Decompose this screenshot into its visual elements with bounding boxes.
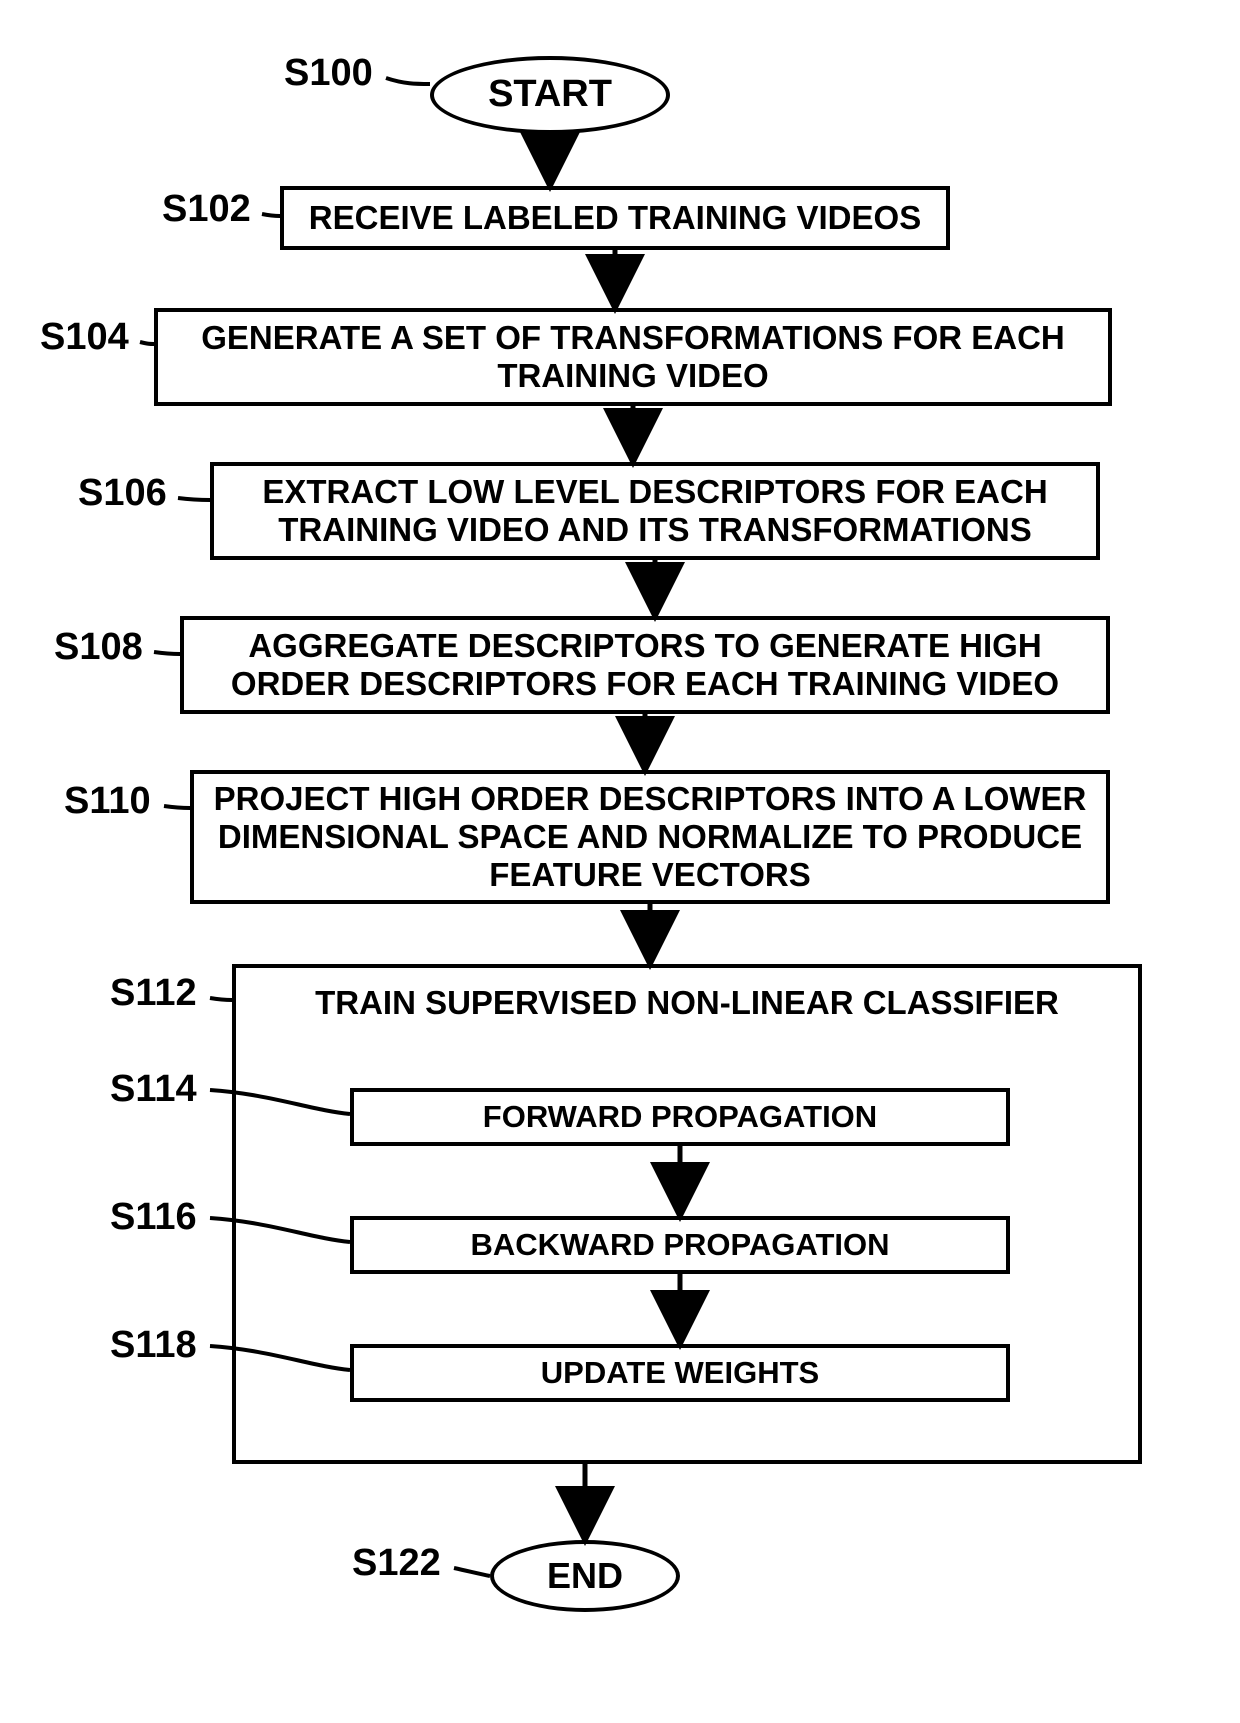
step-s118: UPDATE WEIGHTS	[350, 1344, 1010, 1402]
label-s110-text: S110	[64, 780, 151, 822]
label-s122: S122	[352, 1542, 441, 1585]
step-s104: GENERATE A SET OF TRANSFORMATIONS FOR EA…	[154, 308, 1112, 406]
leader-s112	[210, 998, 232, 1000]
leader-s108	[154, 652, 180, 654]
leader-s100	[386, 78, 430, 84]
leader-s110	[164, 806, 190, 808]
label-s114-text: S114	[110, 1068, 197, 1110]
label-s106-text: S106	[78, 472, 167, 514]
label-s106: S106	[78, 472, 167, 515]
label-s118-text: S118	[110, 1324, 197, 1366]
label-s104: S104	[40, 316, 129, 359]
start-text: START	[488, 73, 612, 117]
label-s116-text: S116	[110, 1196, 197, 1238]
step-s106-text: EXTRACT LOW LEVEL DESCRIPTORS FOR EACH T…	[226, 473, 1084, 549]
leader-s104	[140, 342, 154, 344]
label-s116: S116	[110, 1196, 197, 1239]
label-s114: S114	[110, 1068, 197, 1111]
label-s110: S110	[64, 780, 151, 823]
leader-s106	[178, 498, 210, 500]
label-s104-text: S104	[40, 316, 129, 358]
label-s102-text: S102	[162, 188, 251, 230]
label-s108: S108	[54, 626, 143, 669]
end-text: END	[547, 1555, 623, 1596]
leader-s122	[454, 1568, 490, 1576]
step-s108: AGGREGATE DESCRIPTORS TO GENERATE HIGH O…	[180, 616, 1110, 714]
step-s118-text: UPDATE WEIGHTS	[541, 1355, 819, 1391]
label-s102: S102	[162, 188, 251, 231]
label-s112: S112	[110, 972, 197, 1015]
step-s104-text: GENERATE A SET OF TRANSFORMATIONS FOR EA…	[170, 319, 1096, 395]
step-s110: PROJECT HIGH ORDER DESCRIPTORS INTO A LO…	[190, 770, 1110, 904]
end-node: END	[490, 1540, 680, 1612]
step-s116: BACKWARD PROPAGATION	[350, 1216, 1010, 1274]
step-s110-text: PROJECT HIGH ORDER DESCRIPTORS INTO A LO…	[206, 780, 1094, 894]
start-node: START	[430, 56, 670, 134]
label-s108-text: S108	[54, 626, 143, 668]
label-s122-text: S122	[352, 1542, 441, 1584]
container-s112-title: TRAIN SUPERVISED NON-LINEAR CLASSIFIER	[315, 984, 1059, 1022]
step-s108-text: AGGREGATE DESCRIPTORS TO GENERATE HIGH O…	[196, 627, 1094, 703]
step-s102-text: RECEIVE LABELED TRAINING VIDEOS	[309, 199, 921, 237]
label-s100: S100	[284, 52, 373, 95]
step-s102: RECEIVE LABELED TRAINING VIDEOS	[280, 186, 950, 250]
label-s112-text: S112	[110, 972, 197, 1014]
label-s118: S118	[110, 1324, 197, 1367]
step-s106: EXTRACT LOW LEVEL DESCRIPTORS FOR EACH T…	[210, 462, 1100, 560]
step-s116-text: BACKWARD PROPAGATION	[470, 1227, 889, 1263]
step-s114-text: FORWARD PROPAGATION	[483, 1099, 877, 1135]
step-s114: FORWARD PROPAGATION	[350, 1088, 1010, 1146]
leader-s102	[262, 214, 280, 216]
label-s100-text: S100	[284, 52, 373, 94]
